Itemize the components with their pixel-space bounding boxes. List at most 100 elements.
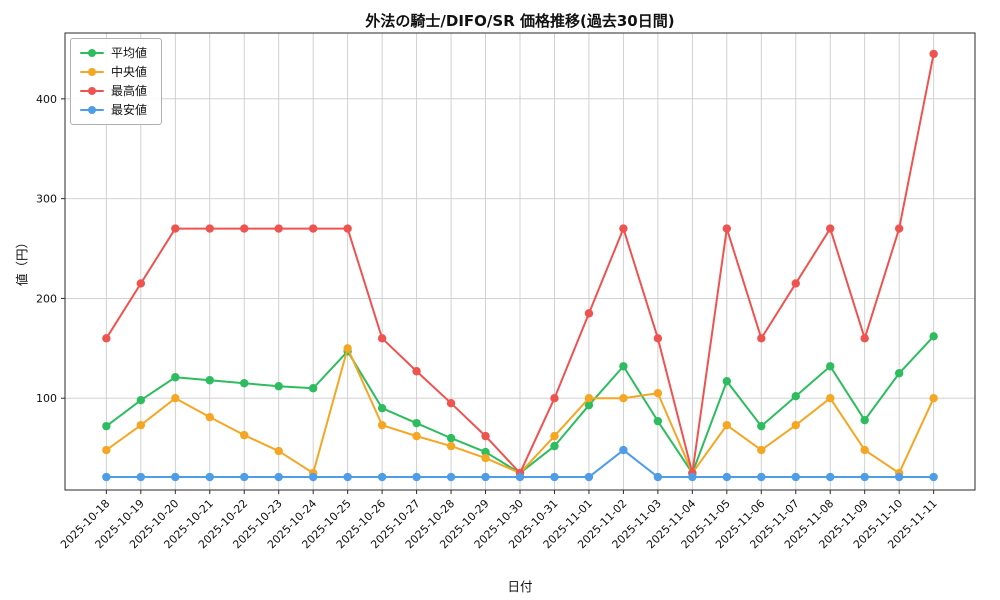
data-point-max: [619, 224, 628, 233]
data-point-max: [757, 334, 766, 343]
data-point-min: [102, 472, 111, 482]
data-point-min: [240, 472, 249, 482]
legend-marker-max-icon: [80, 87, 104, 95]
y-tick-label: 400: [36, 93, 57, 106]
data-point-median: [481, 453, 490, 463]
data-point-min: [446, 472, 456, 482]
data-point-max: [308, 224, 318, 233]
data-point-average: [102, 421, 111, 431]
data-point-max: [136, 279, 146, 288]
data-point-average: [377, 403, 387, 413]
data-point-max: [377, 334, 387, 343]
data-point-min: [343, 472, 352, 482]
data-point-average: [860, 415, 869, 425]
data-point-min: [515, 472, 525, 482]
data-point-median: [550, 431, 559, 441]
legend-dot-max-icon: [88, 87, 96, 95]
data-point-average: [653, 416, 663, 426]
data-point-min: [274, 472, 283, 482]
legend-label-max: 最高値: [111, 84, 148, 98]
data-point-min: [171, 472, 180, 482]
data-point-max: [929, 49, 938, 59]
data-point-median: [377, 420, 387, 430]
data-point-average: [274, 382, 283, 391]
data-point-max: [826, 224, 835, 233]
legend-marker-median-icon: [80, 68, 104, 76]
legend-marker-min-icon: [80, 106, 104, 114]
data-point-average: [894, 369, 904, 378]
data-point-median: [343, 344, 352, 353]
legend-dot-median-icon: [88, 68, 96, 76]
legend-label-average: 平均値: [111, 46, 148, 60]
legend-marker-average-icon: [80, 49, 104, 57]
data-point-max: [274, 224, 283, 233]
data-point-min: [412, 472, 421, 482]
data-point-median: [653, 389, 663, 398]
y-tick-label: 200: [36, 292, 57, 305]
legend-dot-average-icon: [88, 49, 96, 57]
data-point-average: [171, 373, 180, 382]
data-point-median: [619, 394, 628, 403]
legend-item-median: 中央値: [80, 66, 147, 78]
data-point-average: [240, 379, 249, 388]
data-point-median: [722, 420, 732, 430]
data-point-average: [757, 421, 766, 431]
data-point-max: [343, 224, 352, 233]
data-point-max: [412, 367, 421, 376]
data-point-median: [584, 394, 594, 403]
data-point-average: [412, 418, 421, 428]
data-point-average: [205, 376, 214, 385]
data-point-median: [240, 430, 249, 440]
data-point-median: [757, 445, 766, 455]
data-point-max: [240, 224, 249, 233]
data-point-min: [377, 472, 387, 482]
data-point-min: [860, 472, 869, 482]
data-point-average: [136, 395, 146, 405]
data-point-min: [136, 472, 146, 482]
legend-label-median: 中央値: [111, 65, 148, 79]
data-point-min: [929, 472, 938, 482]
data-point-min: [550, 472, 559, 482]
data-point-min: [791, 472, 800, 482]
legend: 平均値中央値最高値最安値: [70, 38, 163, 125]
data-point-median: [860, 445, 869, 455]
data-point-median: [826, 394, 835, 403]
data-point-max: [860, 334, 869, 343]
data-point-average: [584, 400, 594, 410]
data-point-median: [102, 445, 111, 455]
data-point-median: [791, 420, 800, 430]
data-point-median: [136, 420, 146, 430]
legend-item-min: 最安値: [80, 104, 147, 116]
data-point-median: [929, 394, 938, 403]
data-point-min: [757, 472, 766, 482]
data-point-max: [653, 334, 663, 343]
data-point-median: [205, 412, 214, 422]
data-point-median: [171, 394, 180, 403]
data-point-max: [722, 224, 732, 233]
data-point-max: [481, 431, 490, 441]
chart-title: 外法の騎士/DIFO/SR 価格推移(過去30日間): [365, 12, 675, 30]
data-point-average: [446, 433, 456, 443]
x-axis-label: 日付: [507, 579, 533, 594]
data-point-min: [308, 472, 318, 482]
data-point-average: [619, 362, 628, 371]
legend-item-max: 最高値: [80, 85, 147, 97]
data-point-min: [205, 472, 214, 482]
data-point-min: [722, 472, 732, 482]
data-point-average: [550, 441, 559, 451]
plot-border: [64, 32, 976, 491]
data-point-average: [826, 362, 835, 371]
data-point-max: [446, 398, 456, 408]
data-point-average: [308, 384, 318, 393]
y-tick-label: 300: [36, 193, 57, 206]
data-point-min: [653, 472, 663, 482]
data-point-max: [205, 224, 214, 233]
data-point-median: [412, 431, 421, 441]
data-point-max: [171, 224, 180, 233]
data-point-median: [274, 446, 283, 456]
legend-dot-min-icon: [88, 106, 96, 114]
data-point-max: [102, 334, 111, 343]
data-point-average: [929, 332, 938, 341]
